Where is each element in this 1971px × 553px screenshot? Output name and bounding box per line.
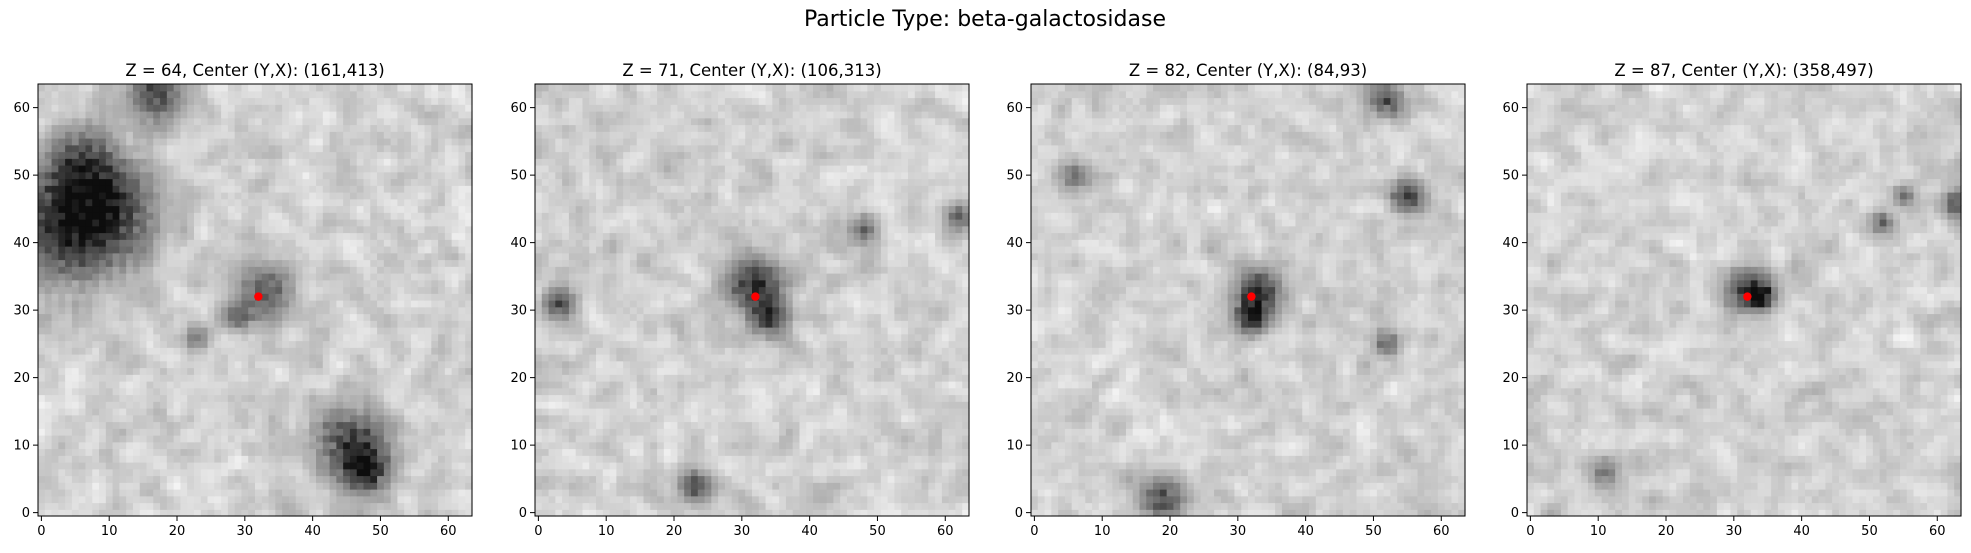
y-tick-label: 0 — [22, 506, 30, 521]
y-tick-label: 20 — [1502, 371, 1519, 386]
y-tick-label: 60 — [1502, 101, 1519, 116]
y-tick-label: 60 — [13, 101, 30, 116]
y-tick-label: 40 — [1006, 236, 1023, 251]
tomogram-slice-image — [535, 84, 970, 517]
y-tick-label: 30 — [510, 304, 527, 319]
figure-suptitle: Particle Type: beta-galactosidase — [804, 7, 1166, 32]
chart-panel-2: Z = 71, Center (Y,X): (106,313) 0 10 20 30 40… — [510, 61, 970, 539]
y-tick-label: 60 — [1006, 101, 1023, 116]
panel-title: Z = 87, Center (Y,X): (358,497) — [1614, 61, 1873, 80]
axes-frame — [37, 83, 473, 517]
x-tick-label: 30 — [237, 524, 254, 539]
x-tick-label: 10 — [101, 524, 118, 539]
x-tick-label: 20 — [1658, 524, 1675, 539]
x-tick-label: 0 — [534, 524, 542, 539]
x-tick-label: 60 — [1433, 524, 1450, 539]
y-tick-label: 60 — [510, 101, 527, 116]
y-tick-label: 40 — [510, 236, 527, 251]
particle-center-marker — [254, 292, 263, 301]
y-tick-label: 10 — [1006, 439, 1023, 454]
y-tick-label: 20 — [1006, 371, 1023, 386]
x-tick-label: 0 — [1526, 524, 1534, 539]
y-tick-label: 10 — [1502, 439, 1519, 454]
chart-panel-4: Z = 87, Center (Y,X): (358,497) 0 10 20 30 40… — [1502, 61, 1962, 539]
x-tick-label: 0 — [1030, 524, 1038, 539]
tomogram-slice-image — [1527, 84, 1962, 517]
y-tick-label: 30 — [1006, 304, 1023, 319]
axes-frame — [534, 83, 970, 517]
y-tick-label: 50 — [510, 169, 527, 184]
x-tick-label: 60 — [937, 524, 954, 539]
y-tick-label: 50 — [1006, 169, 1023, 184]
axes-frame — [1030, 83, 1466, 517]
x-tick-label: 50 — [869, 524, 886, 539]
x-tick-label: 10 — [598, 524, 615, 539]
x-tick-label: 40 — [1793, 524, 1810, 539]
y-tick-label: 0 — [519, 506, 527, 521]
x-tick-label: 20 — [169, 524, 186, 539]
y-tick-label: 40 — [13, 236, 30, 251]
x-tick-label: 50 — [372, 524, 389, 539]
y-tick-label: 20 — [510, 371, 527, 386]
y-tick-label: 0 — [1511, 506, 1519, 521]
x-tick-label: 20 — [1162, 524, 1179, 539]
y-tick-label: 10 — [13, 439, 30, 454]
x-tick-label: 30 — [1726, 524, 1743, 539]
x-tick-label: 10 — [1590, 524, 1607, 539]
x-tick-label: 20 — [666, 524, 683, 539]
tomogram-slice-image — [38, 84, 473, 517]
y-tick-label: 10 — [510, 439, 527, 454]
particle-center-marker — [751, 292, 760, 301]
panel-title: Z = 82, Center (Y,X): (84,93) — [1129, 61, 1367, 80]
x-tick-label: 0 — [37, 524, 45, 539]
y-tick-label: 30 — [13, 304, 30, 319]
y-tick-label: 0 — [1015, 506, 1023, 521]
particle-center-marker — [1247, 292, 1256, 301]
panel-title: Z = 71, Center (Y,X): (106,313) — [622, 61, 881, 80]
x-tick-label: 40 — [801, 524, 818, 539]
y-tick-label: 20 — [13, 371, 30, 386]
x-tick-label: 60 — [1929, 524, 1946, 539]
x-tick-label: 50 — [1365, 524, 1382, 539]
y-tick-label: 30 — [1502, 304, 1519, 319]
x-tick-label: 40 — [1297, 524, 1314, 539]
x-tick-label: 60 — [440, 524, 457, 539]
x-tick-label: 30 — [734, 524, 751, 539]
x-tick-label: 10 — [1094, 524, 1111, 539]
chart-panel-1: Z = 64, Center (Y,X): (161,413) 0 10 20 30 40… — [13, 61, 473, 539]
panel-title: Z = 64, Center (Y,X): (161,413) — [125, 61, 384, 80]
particle-center-marker — [1743, 292, 1752, 301]
tomogram-slice-image — [1031, 84, 1466, 517]
axes-frame — [1526, 83, 1962, 517]
chart-panel-3: Z = 82, Center (Y,X): (84,93) 0 10 20 30 40 50… — [1006, 61, 1466, 539]
x-tick-label: 50 — [1861, 524, 1878, 539]
y-tick-label: 40 — [1502, 236, 1519, 251]
y-tick-label: 50 — [1502, 169, 1519, 184]
y-tick-label: 50 — [13, 169, 30, 184]
panels: Z = 64, Center (Y,X): (161,413) 0 10 20 30 40… — [13, 61, 1962, 539]
x-tick-label: 30 — [1230, 524, 1247, 539]
x-tick-label: 40 — [304, 524, 321, 539]
